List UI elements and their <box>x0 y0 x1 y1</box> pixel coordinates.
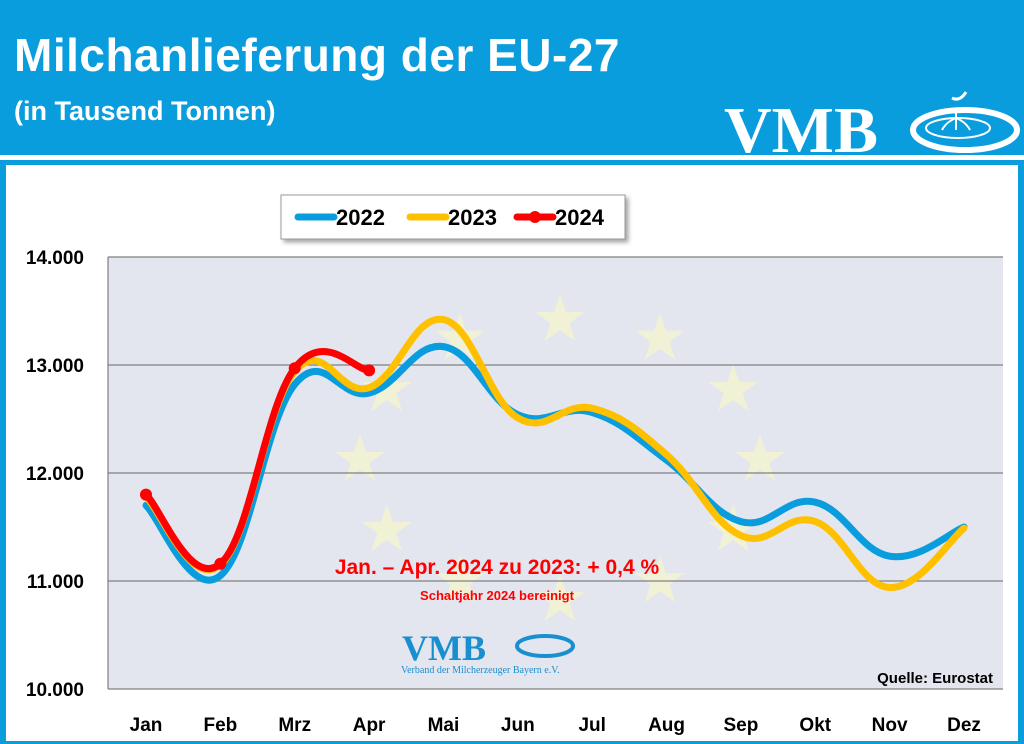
star-icon <box>735 434 785 481</box>
x-tick-label: Okt <box>799 715 831 736</box>
vmb-logo: VMB <box>724 91 1020 158</box>
y-tick-label: 12.000 <box>26 464 84 485</box>
svg-text:VMB: VMB <box>724 94 878 158</box>
y-tick-label: 10.000 <box>26 680 84 701</box>
x-tick-label: Aug <box>648 715 685 736</box>
y-tick-label: 11.000 <box>27 572 84 593</box>
x-tick-label: Apr <box>353 715 386 736</box>
star-icon <box>435 555 485 603</box>
y-axis: 10.000 11.000 12.000 13.000 14.000 <box>26 248 84 701</box>
x-axis: Jan Feb Mrz Apr Mai Jun Jul Aug Sep Okt Nov Dez <box>130 715 981 736</box>
x-tick-label: Jul <box>578 715 605 736</box>
legend-marker-2024 <box>529 211 541 223</box>
data-point-2024 <box>140 488 152 501</box>
legend-box <box>280 194 626 240</box>
watermark-tagline: Verband der Milcherzeuger Bayern e.V. <box>401 665 560 676</box>
x-tick-label: Nov <box>872 715 908 736</box>
legend-label-2022: 2022 <box>336 205 385 230</box>
page-title: Milchanlieferung der EU-27 <box>14 29 621 81</box>
x-tick-label: Mai <box>428 715 460 736</box>
annotation-main: Jan. – Apr. 2024 zu 2023: + 0,4 % <box>335 556 660 579</box>
annotation-sub: Schaltjahr 2024 bereinigt <box>420 588 575 603</box>
watermark-logo-text: VMB <box>402 628 486 668</box>
star-icon <box>535 294 585 341</box>
data-point-2024 <box>288 362 301 375</box>
legend: 2022 2023 2024 <box>280 194 626 240</box>
y-tick-label: 14.000 <box>26 248 84 269</box>
x-tick-label: Jun <box>501 715 535 736</box>
legend-label-2024: 2024 <box>555 205 605 230</box>
y-tick-label: 13.000 <box>26 356 84 377</box>
eu-stars-background <box>335 294 785 621</box>
x-tick-label: Mrz <box>278 715 311 736</box>
series-lines <box>140 315 968 592</box>
x-tick-label: Feb <box>203 715 237 736</box>
x-tick-label: Jan <box>130 715 163 736</box>
header: Milchanlieferung der EU-27 (in Tausend T… <box>0 0 1024 158</box>
x-tick-label: Dez <box>947 715 981 736</box>
star-icon <box>635 555 685 603</box>
legend-label-2023: 2023 <box>448 205 497 230</box>
page-subtitle: (in Tausend Tonnen) <box>14 96 276 126</box>
divider <box>0 155 1024 160</box>
series-line-2024 <box>142 348 373 572</box>
x-tick-label: Sep <box>723 715 758 736</box>
star-icon <box>708 364 758 411</box>
star-icon <box>435 312 485 360</box>
star-icon <box>635 312 685 360</box>
watermark-logo-swirl <box>515 634 575 658</box>
star-icon <box>335 434 385 481</box>
star-icon <box>362 504 412 551</box>
vmb-watermark: VMB Verband der Milcherzeuger Bayern e.V… <box>401 628 575 676</box>
star-icon <box>535 574 585 621</box>
data-point-2024 <box>214 557 227 570</box>
data-point-2024 <box>363 364 376 377</box>
source-label: Quelle: Eurostat <box>877 670 993 687</box>
